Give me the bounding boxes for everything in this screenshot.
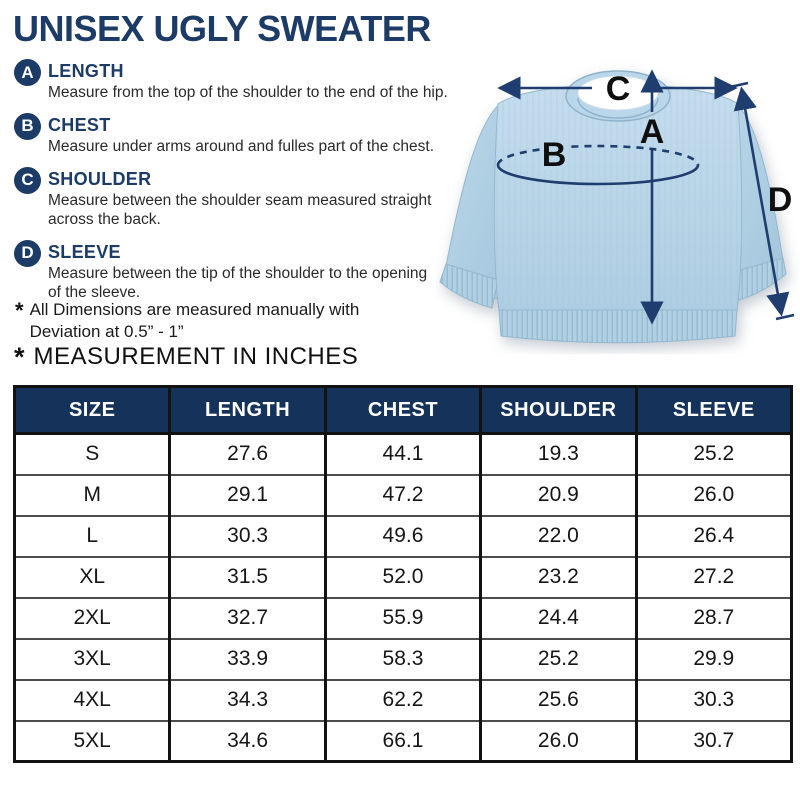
letter-badge-d: D <box>14 239 41 267</box>
size-cell: 3XL <box>12 637 172 680</box>
length-cell: 34.6 <box>168 719 327 762</box>
header-length: LENGTH <box>168 385 327 435</box>
sweater-illustration: C A B D <box>439 69 795 344</box>
sleeve-cell: 30.3 <box>634 678 794 721</box>
definition-description: Measure under arms around and fulles par… <box>48 137 434 155</box>
letter-badge-b: B <box>14 112 41 140</box>
definition-length: A LENGTH Measure from the top of the sho… <box>14 59 454 103</box>
shoulder-cell: 25.6 <box>479 678 638 721</box>
shoulder-cell: 23.2 <box>479 555 638 598</box>
length-cell: 30.3 <box>168 514 327 557</box>
length-cell: 33.9 <box>168 637 327 680</box>
chest-cell: 49.6 <box>323 514 483 557</box>
table-row: 2XL 32.7 55.9 24.4 28.7 <box>12 596 794 639</box>
sleeve-cell: 27.2 <box>634 555 794 598</box>
shoulder-cell: 19.3 <box>479 432 638 475</box>
letter-badge-a: A <box>14 59 41 86</box>
measurement-definitions: A LENGTH Measure from the top of the sho… <box>14 59 454 312</box>
table-row: 3XL 33.9 58.3 25.2 29.9 <box>12 637 794 680</box>
letter-badge-c: C <box>14 166 41 194</box>
definition-label: CHEST <box>48 114 111 135</box>
sleeve-cell: 26.0 <box>634 473 794 516</box>
header-size: SIZE <box>12 385 172 435</box>
sleeve-cell: 30.7 <box>634 719 794 762</box>
definition-description: Measure between the tip of the shoulder … <box>48 264 428 301</box>
footnote-text: All Dimensions are measured manually wit… <box>29 300 360 342</box>
size-cell: 5XL <box>12 719 172 762</box>
length-cell: 27.6 <box>168 432 327 475</box>
table-row: 5XL 34.6 66.1 26.0 30.7 <box>12 719 794 762</box>
table-row: 4XL 34.3 62.2 25.6 30.3 <box>12 678 794 721</box>
definition-chest: B CHEST Measure under arms around and fu… <box>14 112 454 157</box>
table-row: XL 31.5 52.0 23.2 27.2 <box>12 555 794 598</box>
sleeve-cell: 25.2 <box>634 432 794 475</box>
definition-label: SLEEVE <box>48 241 121 262</box>
chest-cell: 52.0 <box>323 555 483 598</box>
definition-description: Measure between the shoulder seam measur… <box>48 191 432 228</box>
header-sleeve: SLEEVE <box>634 385 794 435</box>
table-row: L 30.3 49.6 22.0 26.4 <box>12 514 794 557</box>
size-cell: S <box>12 432 172 475</box>
chest-cell: 66.1 <box>323 719 483 762</box>
asterisk: * <box>15 298 24 323</box>
dimension-arrows <box>496 69 795 325</box>
diagram-label-sleeve: D <box>768 181 793 219</box>
asterisk: * <box>14 342 25 372</box>
diagram-label-chest: B <box>542 136 567 174</box>
length-cell: 29.1 <box>168 473 327 516</box>
header-chest: CHEST <box>323 385 483 435</box>
size-cell: 4XL <box>12 678 172 721</box>
diagram-label-shoulder: C <box>606 70 631 108</box>
chest-cell: 55.9 <box>323 596 483 639</box>
sweater-shape <box>439 70 787 344</box>
size-cell: XL <box>12 555 172 598</box>
definition-label: LENGTH <box>48 61 124 81</box>
chest-cell: 62.2 <box>323 678 483 721</box>
diagram-label-length: A <box>640 113 665 151</box>
definition-description: Measure from the top of the shoulder to … <box>48 84 448 101</box>
chest-cell: 44.1 <box>323 432 483 475</box>
size-chart-table: SIZE LENGTH CHEST SHOULDER SLEEVE S 27.6… <box>12 385 794 763</box>
chest-cell: 58.3 <box>323 637 483 680</box>
header-shoulder: SHOULDER <box>479 385 638 435</box>
table-header-row: SIZE LENGTH CHEST SHOULDER SLEEVE <box>12 385 794 435</box>
sleeve-cell: 28.7 <box>634 596 794 639</box>
sweater-diagram: C A B D <box>436 44 798 354</box>
shoulder-cell: 25.2 <box>479 637 638 680</box>
definition-shoulder: C SHOULDER Measure between the shoulder … <box>14 166 454 230</box>
shoulder-cell: 26.0 <box>479 719 638 762</box>
sleeve-cell: 29.9 <box>634 637 794 680</box>
deviation-footnote: * All Dimensions are measured manually w… <box>15 298 360 343</box>
shoulder-cell: 22.0 <box>479 514 638 557</box>
chest-cell: 47.2 <box>323 473 483 516</box>
measurement-heading: * MEASUREMENT IN INCHES <box>14 342 359 373</box>
size-cell: 2XL <box>12 596 172 639</box>
table-row: S 27.6 44.1 19.3 25.2 <box>12 432 794 475</box>
page-title: UNISEX UGLY SWEATER <box>13 8 431 49</box>
size-cell: L <box>12 514 172 557</box>
length-cell: 31.5 <box>168 555 327 598</box>
shoulder-cell: 20.9 <box>479 473 638 516</box>
length-cell: 32.7 <box>168 596 327 639</box>
length-cell: 34.3 <box>168 678 327 721</box>
table-row: M 29.1 47.2 20.9 26.0 <box>12 473 794 516</box>
definition-label: SHOULDER <box>48 168 152 189</box>
measurement-heading-text: MEASUREMENT IN INCHES <box>33 343 359 370</box>
shoulder-cell: 24.4 <box>479 596 638 639</box>
size-cell: M <box>12 473 172 516</box>
sleeve-cell: 26.4 <box>634 514 794 557</box>
definition-sleeve: D SLEEVE Measure between the tip of the … <box>14 239 454 303</box>
